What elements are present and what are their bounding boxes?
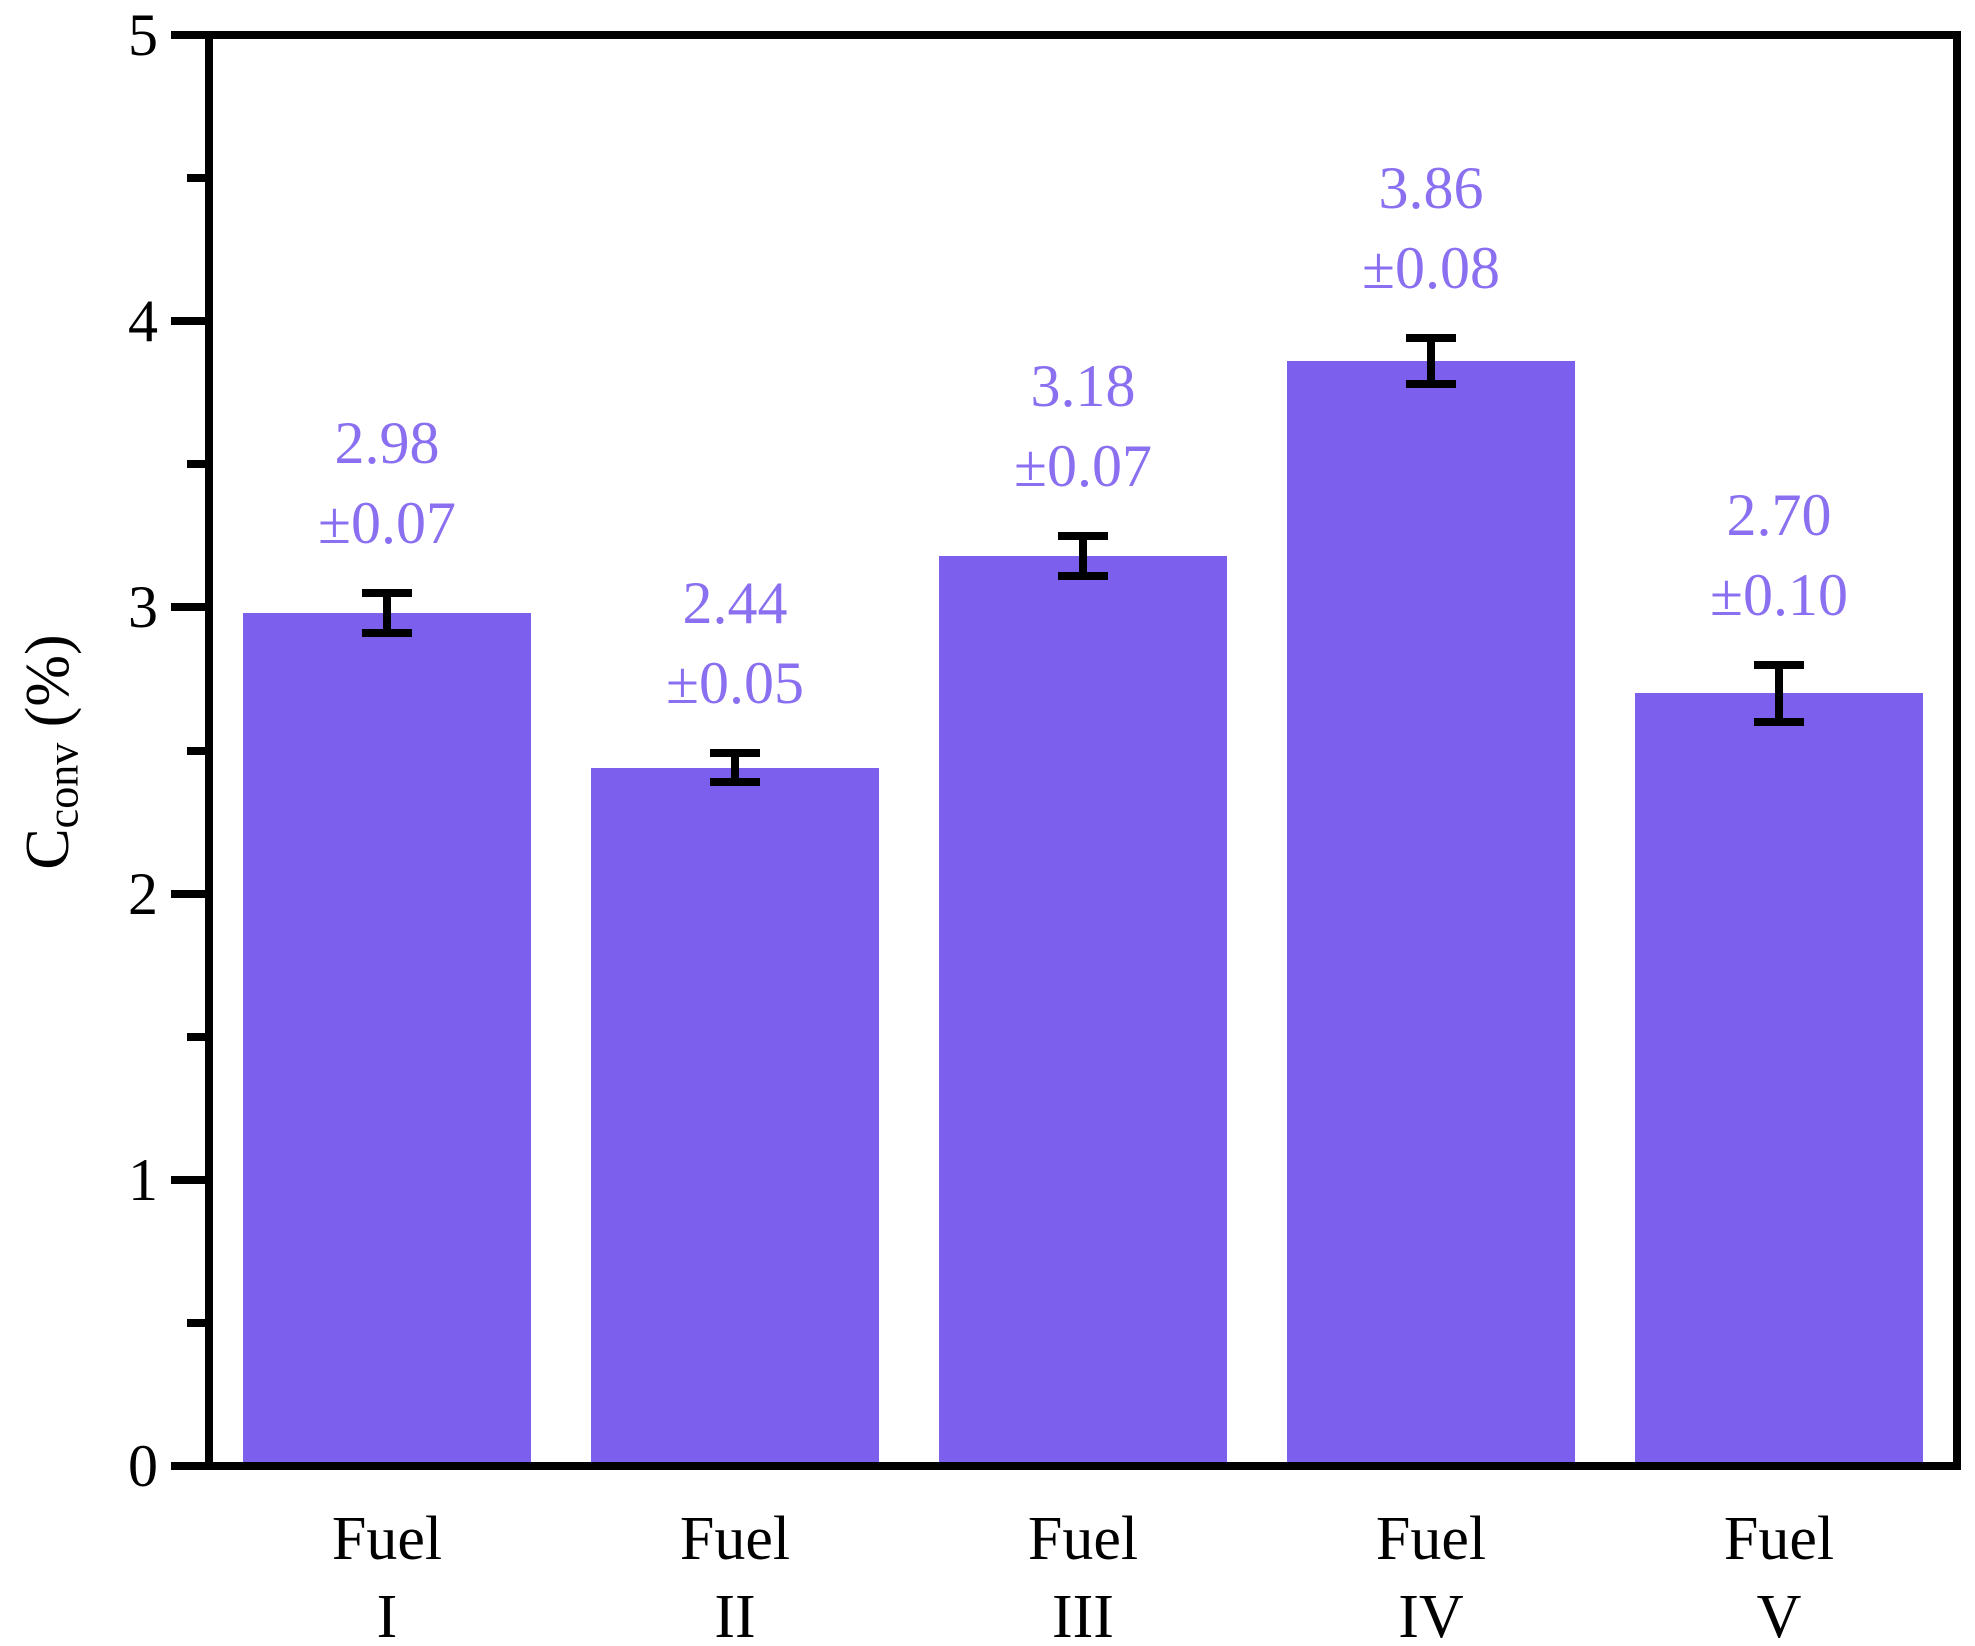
y-axis-title-subscript: conv	[38, 742, 88, 829]
y-minor-tick	[187, 174, 213, 183]
bar-fuel-iv	[1287, 361, 1575, 1466]
error-cap-bottom-fuel-iii	[1058, 571, 1108, 580]
x-category-label-fuel-i: Fuel I	[213, 1500, 561, 1646]
error-cap-top-fuel-iv	[1406, 334, 1456, 343]
error-text-fuel-v: ±0.10	[1710, 561, 1848, 628]
error-text-fuel-i: ±0.07	[318, 490, 456, 557]
error-cap-bottom-fuel-v	[1754, 717, 1804, 726]
bar-fuel-iii	[939, 555, 1227, 1466]
category-name-fuel-v: Fuel	[1723, 1505, 1835, 1573]
y-tick-label: 3	[128, 574, 158, 641]
error-bar-fuel-i	[383, 593, 391, 634]
value-label-fuel-iv: 3.86 ±0.08	[1281, 148, 1581, 308]
error-cap-top-fuel-ii	[710, 749, 760, 758]
x-category-label-fuel-iii: Fuel III	[909, 1500, 1257, 1646]
value-label-fuel-ii: 2.44 ±0.05	[585, 563, 885, 723]
error-cap-bottom-fuel-ii	[710, 777, 760, 786]
category-name-fuel-ii: Fuel	[679, 1505, 791, 1573]
category-name-fuel-iii: Fuel	[1027, 1505, 1139, 1573]
error-bar-fuel-iii	[1079, 535, 1087, 576]
value-text-fuel-v: 2.70	[1726, 481, 1832, 548]
y-major-tick	[171, 31, 213, 39]
y-axis-title-unit: (%)	[14, 634, 82, 743]
value-label-fuel-iii: 3.18 ±0.07	[933, 346, 1233, 506]
x-category-label-fuel-v: Fuel V	[1605, 1500, 1953, 1646]
y-tick-label: 0	[128, 1433, 158, 1499]
error-bar-fuel-v	[1775, 664, 1783, 722]
category-name-fuel-iv: Fuel	[1375, 1505, 1487, 1573]
y-major-tick	[171, 1462, 213, 1470]
y-major-tick	[171, 603, 213, 612]
y-major-tick	[171, 889, 213, 898]
category-name-fuel-i: Fuel	[331, 1505, 443, 1573]
bar-fuel-v	[1635, 693, 1923, 1466]
category-numeral-fuel-ii: II	[714, 1583, 756, 1646]
error-text-fuel-ii: ±0.05	[666, 650, 804, 717]
error-cap-bottom-fuel-i	[362, 629, 412, 638]
x-category-label-fuel-ii: Fuel II	[561, 1500, 909, 1646]
value-label-fuel-i: 2.98 ±0.07	[237, 403, 537, 563]
bar-fuel-ii	[591, 767, 879, 1466]
y-tick-label: 4	[128, 288, 158, 355]
category-numeral-fuel-v: V	[1756, 1583, 1802, 1646]
y-tick-label: 2	[128, 860, 158, 927]
value-label-fuel-v: 2.70 ±0.10	[1629, 475, 1929, 635]
x-category-label-fuel-iv: Fuel IV	[1257, 1500, 1605, 1646]
y-tick-label: 5	[128, 2, 158, 68]
value-text-fuel-i: 2.98	[334, 410, 440, 477]
error-cap-top-fuel-iii	[1058, 531, 1108, 540]
y-minor-tick	[187, 1032, 213, 1041]
category-numeral-fuel-i: I	[376, 1583, 398, 1646]
error-bar-fuel-iv	[1427, 338, 1435, 385]
value-text-fuel-ii: 2.44	[682, 570, 788, 637]
y-major-tick	[171, 317, 213, 326]
error-cap-top-fuel-v	[1754, 660, 1804, 669]
error-bar-fuel-ii	[731, 753, 739, 782]
value-text-fuel-iii: 3.18	[1030, 352, 1136, 419]
bar-fuel-i	[243, 613, 531, 1466]
y-minor-tick	[187, 460, 213, 469]
y-major-tick	[171, 1175, 213, 1184]
category-numeral-fuel-iv: IV	[1398, 1583, 1464, 1646]
y-minor-tick	[187, 1318, 213, 1327]
error-cap-bottom-fuel-iv	[1406, 380, 1456, 389]
y-minor-tick	[187, 746, 213, 755]
value-text-fuel-iv: 3.86	[1378, 155, 1484, 222]
error-text-fuel-iv: ±0.08	[1362, 235, 1500, 302]
error-cap-top-fuel-i	[362, 589, 412, 598]
error-text-fuel-iii: ±0.07	[1014, 432, 1152, 499]
y-tick-label: 1	[128, 1146, 158, 1213]
category-numeral-fuel-iii: III	[1052, 1583, 1114, 1646]
